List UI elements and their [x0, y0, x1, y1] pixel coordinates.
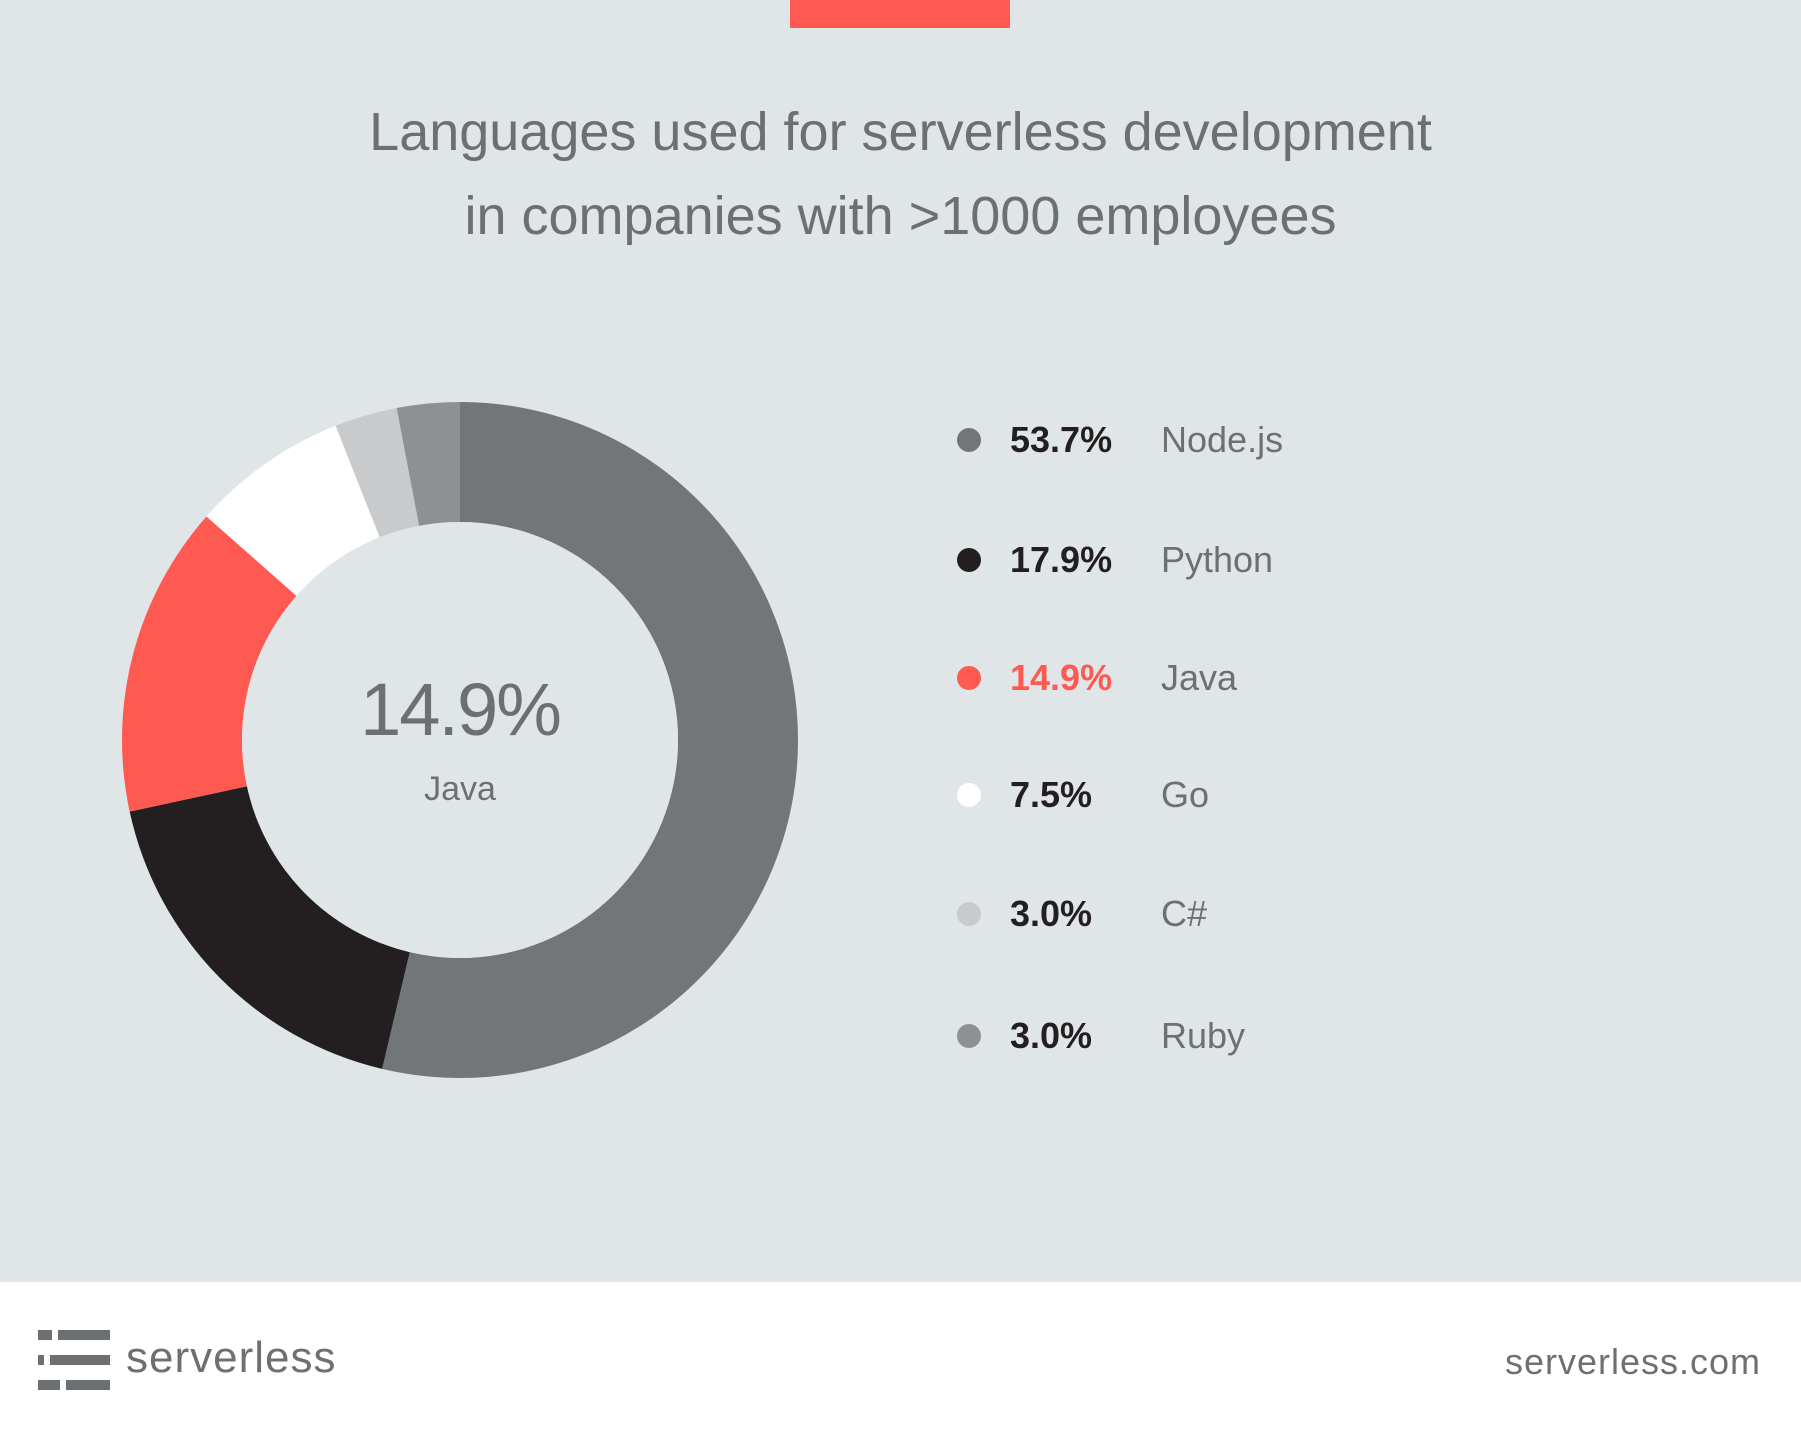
donut-hole: [242, 522, 678, 958]
legend-dot-icon: [957, 783, 981, 807]
legend-label: Ruby: [1161, 1015, 1246, 1056]
legend-dot-icon: [957, 666, 981, 690]
chart-title-line-2: in companies with >1000 employees: [464, 186, 1337, 246]
legend-dot-icon: [957, 1024, 981, 1048]
legend-dot-icon: [957, 548, 981, 572]
donut-center-value: 14.9%: [360, 668, 562, 751]
donut-slice-c: [335, 407, 420, 538]
chart-title: Languages used for serverless developmen…: [200, 90, 1601, 258]
legend-item-go: 7.5% Go: [950, 765, 1550, 825]
legend-label: Node.js: [1161, 419, 1284, 460]
brand-name: serverless: [126, 1333, 337, 1382]
legend-dot-icon: [957, 902, 981, 926]
donut-slice-node-js: [382, 402, 798, 1078]
legend-value: 53.7%: [1010, 419, 1113, 460]
legend-label: Python: [1161, 539, 1274, 580]
legend-value: 14.9%: [1010, 657, 1113, 698]
donut-chart: [122, 402, 798, 1078]
legend-value: 3.0%: [1010, 1015, 1093, 1056]
footer-url[interactable]: serverless.com: [1504, 1341, 1761, 1382]
legend-label: Go: [1161, 774, 1210, 815]
legend-item-ruby: 3.0% Ruby: [950, 1006, 1550, 1066]
legend-item-c: 3.0% C#: [950, 884, 1550, 944]
serverless-logo-icon: [38, 1330, 110, 1390]
legend-value: 17.9%: [1010, 539, 1113, 580]
donut-slice-java: [122, 516, 297, 812]
accent-bar: [790, 0, 1010, 28]
legend-label: C#: [1161, 893, 1208, 934]
donut-slice-python: [129, 786, 410, 1069]
chart-title-line-1: Languages used for serverless developmen…: [369, 102, 1432, 162]
donut-slice-ruby: [396, 402, 460, 526]
legend-item-python: 17.9% Python: [950, 530, 1550, 590]
legend-item-java: 14.9% Java: [950, 648, 1550, 708]
legend-label: Java: [1161, 657, 1238, 698]
donut-center-label: Java: [424, 770, 496, 808]
legend-dot-icon: [957, 428, 981, 452]
donut-slice-go: [206, 425, 380, 596]
legend-value: 3.0%: [1010, 893, 1093, 934]
legend-value: 7.5%: [1010, 774, 1093, 815]
legend-item-node-js: 53.7% Node.js: [950, 410, 1550, 470]
